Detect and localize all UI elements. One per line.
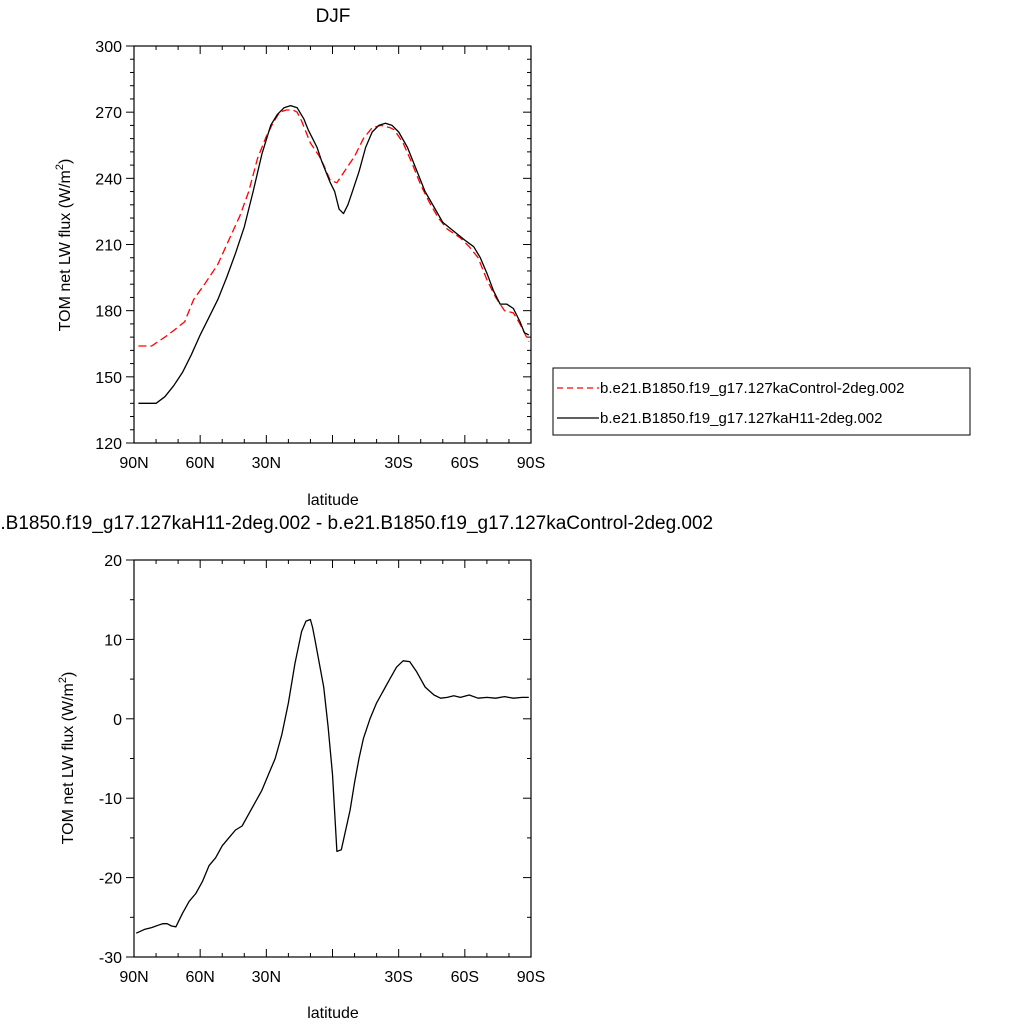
bottom-ticks: 90N 60N 30N 30S 60S 90S -30 -20 -10 0 10 20 xyxy=(99,553,545,986)
x-tick-label: 30N xyxy=(252,455,281,472)
bottom-plot-frame xyxy=(133,559,532,958)
x-tick-label: 60N xyxy=(185,969,214,986)
y-tick-label: 120 xyxy=(95,436,122,453)
x-tick-label: 90N xyxy=(119,969,148,986)
x-tick-label: 30N xyxy=(252,969,281,986)
y-tick-label: 210 xyxy=(95,238,122,255)
y-tick-label: 20 xyxy=(104,553,122,570)
y-tick-label: -10 xyxy=(99,791,122,808)
bottom-lines xyxy=(135,618,529,934)
series-line-1-0 xyxy=(135,618,529,934)
bottom-panel: b.e21.B1850.f19_g17.127kaH11-2deg.002 - … xyxy=(0,513,713,1022)
bottom-x-axis-label: latitude xyxy=(307,1005,359,1022)
x-tick-label: 90S xyxy=(517,969,545,986)
y-tick-label: 300 xyxy=(95,39,122,56)
x-tick-label: 30S xyxy=(384,455,412,472)
x-tick-label: 30S xyxy=(384,969,412,986)
top-x-axis-label: latitude xyxy=(307,492,359,509)
top-lines xyxy=(138,104,530,404)
series-line-0-1 xyxy=(138,104,530,404)
x-tick-label: 60S xyxy=(451,455,479,472)
x-tick-label: 60S xyxy=(451,969,479,986)
y-tick-label: 0 xyxy=(113,712,122,729)
x-tick-label: 90S xyxy=(517,455,545,472)
y-tick-label: 240 xyxy=(95,171,122,188)
top-panel-title: DJF xyxy=(316,6,351,27)
top-ticks: 90N 60N 30N 30S 60S 90S 120 150 180 210 240 270 300 xyxy=(95,39,545,472)
bottom-y-axis-label: TOM net LW flux (W/m2) xyxy=(57,672,77,845)
y-tick-label: -30 xyxy=(99,950,122,967)
y-tick-label: -20 xyxy=(99,871,122,888)
legend-box xyxy=(552,367,971,436)
y-tick-label: 150 xyxy=(95,370,122,387)
top-panel: DJF 90N 60N 30N 30S 60S 90S 120 150 180 210 240 270… xyxy=(54,6,545,509)
y-tick-label: 10 xyxy=(104,632,122,649)
bottom-panel-title: b.e21.B1850.f19_g17.127kaH11-2deg.002 - … xyxy=(0,513,713,534)
top-y-axis-label: TOM net LW flux (W/m2) xyxy=(54,159,74,332)
legend: b.e21.B1850.f19_g17.127kaControl-2deg.00… xyxy=(552,367,971,436)
series-line-0-0 xyxy=(138,109,530,347)
y-tick-label: 180 xyxy=(95,304,122,321)
legend-label-h11: b.e21.B1850.f19_g17.127kaH11-2deg.002 xyxy=(600,410,882,427)
x-tick-label: 90N xyxy=(119,455,148,472)
legend-label-control: b.e21.B1850.f19_g17.127kaControl-2deg.00… xyxy=(600,380,904,397)
y-tick-label: 270 xyxy=(95,105,122,122)
x-tick-label: 60N xyxy=(185,455,214,472)
